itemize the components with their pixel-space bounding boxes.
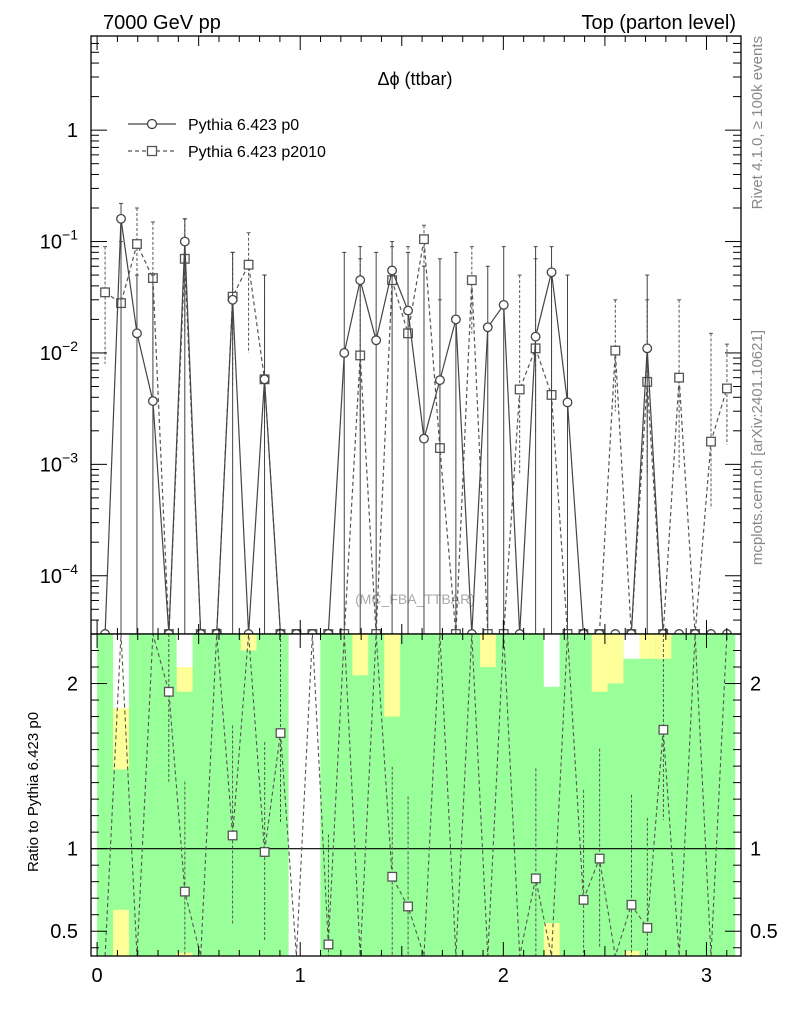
band-gap	[288, 634, 305, 956]
main-series-layer	[100, 202, 732, 639]
band-yellow	[607, 634, 624, 684]
ratio-point	[594, 853, 605, 864]
plot-title: Δϕ (ttbar)	[377, 69, 452, 89]
p0-point	[339, 347, 350, 358]
p0-point	[642, 343, 653, 354]
ratio-point	[179, 886, 190, 897]
band-gap	[304, 634, 321, 956]
legend-marker-p0	[146, 118, 158, 130]
mcplots-label: mcplots.cern.ch [arXiv:2401.10621]	[749, 330, 766, 565]
ratio-uncertainty-bands	[91, 634, 741, 956]
ratio-point	[403, 901, 414, 912]
band-yellow	[384, 634, 401, 717]
legend: Pythia 6.423 p0 Pythia 6.423 p2010	[128, 117, 326, 161]
analysis-watermark: (MC_FBA_TTBAR)	[355, 591, 475, 607]
p2010-point	[610, 345, 621, 356]
p2010-point	[100, 287, 111, 298]
band-gap	[543, 634, 560, 687]
ratio-ylabel: Ratio to Pythia 6.423 p0	[25, 712, 42, 872]
p0-point	[179, 236, 190, 247]
p0-point	[147, 396, 158, 407]
p0-point	[434, 375, 445, 386]
p2010-point	[243, 259, 254, 270]
p2010-point	[674, 372, 685, 383]
rivet-label: Rivet 4.1.0, ≥ 100k events	[749, 36, 766, 209]
p0-point	[482, 322, 493, 333]
p2010-point	[132, 239, 142, 249]
band-gap	[176, 634, 193, 668]
p0-point	[530, 331, 541, 342]
x-tick-label: 0	[92, 965, 103, 987]
band-yellow	[639, 634, 656, 659]
ratio-point	[578, 894, 589, 905]
band-yellow	[113, 909, 129, 956]
band-yellow	[591, 634, 608, 692]
y-tick-label: 10−2	[40, 338, 78, 365]
x-tick-label: 3	[701, 965, 712, 987]
ratio-point	[163, 686, 174, 697]
y-tick-label: 10−1	[40, 227, 78, 254]
band-green	[97, 634, 736, 956]
y-tick-label: 1	[67, 120, 78, 142]
p0-point	[403, 305, 413, 316]
collision-label: 7000 GeV pp	[103, 12, 221, 34]
x-tick-label: 2	[498, 965, 509, 987]
p0-point	[355, 275, 366, 286]
band-gap	[113, 634, 129, 709]
ratio-point	[275, 728, 286, 739]
ratio-series-layer	[104, 633, 728, 957]
y-tick-label: 10−4	[40, 561, 78, 588]
p0-point	[259, 374, 270, 385]
p0-point	[419, 433, 429, 444]
p2010-point	[466, 275, 477, 286]
p0-point	[450, 314, 461, 325]
p0-point	[227, 294, 238, 305]
band-yellow	[543, 922, 560, 956]
band-yellow	[479, 634, 496, 668]
ratio-line	[104, 633, 728, 957]
ratio-y-tick-label: 0.5	[50, 921, 78, 943]
ratio-y-tick-label-right: 2	[750, 674, 761, 696]
ratio-axes: 0.5 0.5 1 1 2 2 0 1 2 3	[50, 633, 778, 987]
ratio-y-tick-label: 2	[67, 674, 78, 696]
p0-point	[387, 265, 398, 276]
band-gap	[623, 634, 640, 659]
band-yellow	[623, 951, 640, 956]
legend-label-p0: Pythia 6.423 p0	[188, 117, 299, 134]
ratio-y-tick-label-right: 1	[750, 839, 761, 861]
process-label: Top (parton level)	[581, 12, 736, 34]
band-yellow	[240, 634, 257, 651]
ratio-point	[227, 830, 238, 841]
ratio-point	[642, 922, 653, 933]
legend-label-p2010: Pythia 6.423 p2010	[188, 144, 326, 161]
ratio-axes-frame	[90, 633, 742, 957]
band-yellow	[352, 634, 369, 676]
ratio-point	[387, 871, 398, 882]
ratio-point	[626, 899, 637, 910]
p0-point	[116, 213, 126, 224]
p2010-point	[419, 234, 429, 245]
p2010-point	[721, 383, 732, 394]
p0-point	[498, 299, 509, 310]
p0-point	[132, 328, 142, 339]
ratio-point	[658, 724, 669, 735]
p0-point	[562, 397, 573, 408]
p2010-point	[514, 384, 525, 395]
ratio-y-tick-label-right: 0.5	[750, 921, 778, 943]
ratio-point	[323, 939, 334, 950]
legend-marker-p2010	[146, 145, 158, 157]
ratio-point	[259, 847, 270, 857]
x-tick-label: 1	[295, 965, 306, 987]
p0-line	[104, 218, 727, 635]
p0-point	[546, 267, 557, 278]
ratio-y-tick-label: 1	[67, 839, 78, 861]
p0-point	[371, 335, 382, 346]
y-tick-label: 10−3	[40, 449, 78, 476]
p2010-point	[706, 436, 716, 447]
ratio-point	[530, 873, 541, 884]
